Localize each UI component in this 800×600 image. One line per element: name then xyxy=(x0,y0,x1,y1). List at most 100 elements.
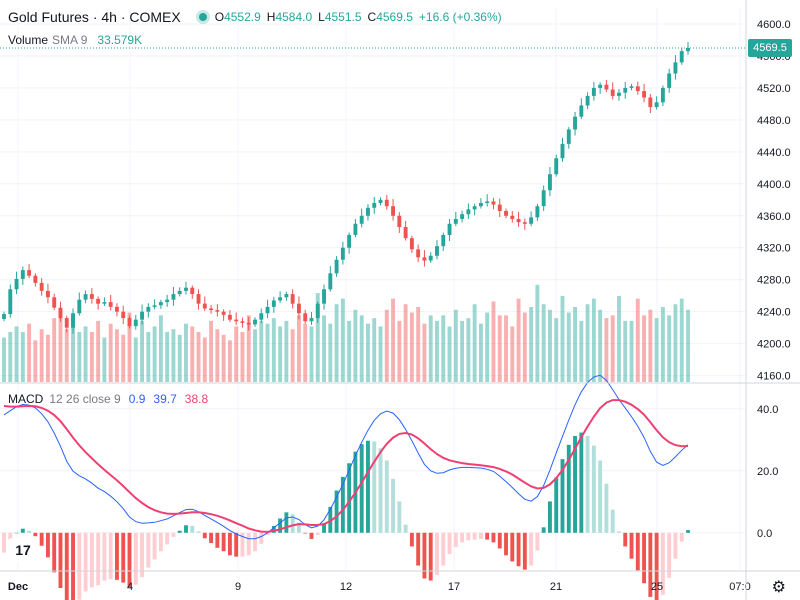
macd-histogram-bar xyxy=(522,532,527,570)
volume-bar xyxy=(27,323,32,382)
macd-histogram-bar xyxy=(278,518,283,533)
candle-body xyxy=(654,102,659,108)
macd-histogram-bar xyxy=(334,490,339,533)
volume-bar xyxy=(290,329,295,382)
candle-body xyxy=(591,87,596,96)
volume-bar xyxy=(127,312,132,382)
volume-bar xyxy=(190,326,195,382)
candle-body xyxy=(623,87,628,93)
volume-bar xyxy=(453,309,458,382)
candle-body xyxy=(372,202,377,208)
macd-histogram-bar xyxy=(497,532,502,549)
close-value: 4569.5 xyxy=(376,10,413,24)
candle-body xyxy=(196,294,201,304)
volume-bar xyxy=(322,315,326,382)
volume-bar xyxy=(478,323,483,382)
macd-histogram-bar xyxy=(89,532,94,588)
volume-bar xyxy=(422,323,427,382)
macd-histogram-bar xyxy=(673,532,678,559)
macd-histogram-bar xyxy=(127,532,132,588)
low-value: 4551.5 xyxy=(324,10,362,24)
volume-bar xyxy=(497,315,502,382)
tradingview-logo-icon[interactable]: 17 xyxy=(8,538,38,562)
volume-bar xyxy=(284,320,289,382)
macd-histogram xyxy=(2,432,690,600)
macd-histogram-bar xyxy=(303,532,308,534)
volume-bar xyxy=(673,304,678,382)
macd-line xyxy=(3,374,689,540)
macd-histogram-bar xyxy=(190,525,195,533)
candle-body xyxy=(504,210,508,216)
candle-body xyxy=(215,310,220,312)
macd-histogram-bar xyxy=(221,532,226,552)
volume-bar xyxy=(554,318,559,382)
gear-icon[interactable]: ⚙ xyxy=(771,579,786,596)
symbol-legend[interactable]: Gold Futures · 4h · COMEX O 4552.9 H 4584.… xyxy=(8,9,502,25)
macd-histogram-bar xyxy=(259,532,264,544)
macd-histogram-bar xyxy=(416,532,421,566)
candle-body xyxy=(14,278,19,290)
macd-histogram-bar xyxy=(422,532,427,579)
open-value: 4552.9 xyxy=(224,10,261,24)
volume-bar xyxy=(215,329,220,382)
volume-bar xyxy=(265,323,270,382)
candle-body xyxy=(221,311,226,315)
candle-body xyxy=(547,174,552,191)
volume-bar xyxy=(184,323,188,382)
volume-bar xyxy=(246,315,251,382)
macd-histogram-bar xyxy=(27,530,32,533)
volume-legend[interactable]: Volume SMA 9 33.579K xyxy=(8,33,142,47)
macd-histogram-bar xyxy=(447,532,452,554)
candle-body xyxy=(478,202,483,207)
candle-body xyxy=(77,299,82,314)
macd-histogram-bar xyxy=(397,501,402,533)
macd-histogram-bar xyxy=(428,532,433,581)
volume-bar xyxy=(102,337,107,382)
volume-bar xyxy=(591,298,596,382)
candle-body xyxy=(391,206,396,216)
macd-legend[interactable]: MACD 12 26 close 9 0.9 39.7 38.8 xyxy=(8,392,208,406)
macd-histogram-bar xyxy=(309,532,314,539)
candle-body xyxy=(296,303,301,314)
macd-histogram-bar xyxy=(604,483,609,533)
macd-histogram-bar xyxy=(102,532,107,581)
macd-tick-label: 0.0 xyxy=(757,528,772,540)
volume-bar xyxy=(378,326,383,382)
macd-histogram-bar xyxy=(177,530,182,533)
candle-body xyxy=(265,306,270,314)
macd-histogram-bar xyxy=(491,532,496,543)
volume-bar xyxy=(428,315,433,382)
macd-histogram-bar xyxy=(52,532,57,573)
macd-histogram-bar xyxy=(271,525,276,533)
candle-body xyxy=(610,89,615,96)
macd-histogram-bar xyxy=(629,532,634,559)
volume-bar xyxy=(522,312,527,382)
symbol-title[interactable]: Gold Futures · 4h · COMEX xyxy=(8,9,181,25)
candle-body xyxy=(8,289,13,315)
candle-body xyxy=(522,222,527,224)
volume-bar xyxy=(485,312,490,382)
candle-body xyxy=(184,287,188,291)
macd-histogram-bar xyxy=(547,501,552,533)
volume-bar xyxy=(366,323,370,382)
volume-bar xyxy=(121,334,126,382)
macd-histogram-bar xyxy=(554,477,559,533)
price-tick-label: 4200.0 xyxy=(757,339,791,351)
volume-bar xyxy=(529,307,534,382)
candle-body xyxy=(497,204,502,211)
candle-body xyxy=(309,318,314,322)
macd-histogram-bar xyxy=(146,532,151,568)
candle-body xyxy=(127,318,132,327)
volume-bar xyxy=(441,315,446,382)
volume-bar xyxy=(171,329,176,382)
volume-bar xyxy=(629,320,634,382)
candle-body xyxy=(635,86,640,92)
price-tick-label: 4240.0 xyxy=(757,307,791,319)
time-tick-label: 07:0 xyxy=(729,581,750,593)
volume-bar xyxy=(384,309,389,382)
macd-histogram-bar xyxy=(290,514,295,533)
volume-value: 33.579K xyxy=(97,33,143,47)
volume-bar xyxy=(177,334,182,382)
macd-histogram-bar xyxy=(83,532,88,592)
